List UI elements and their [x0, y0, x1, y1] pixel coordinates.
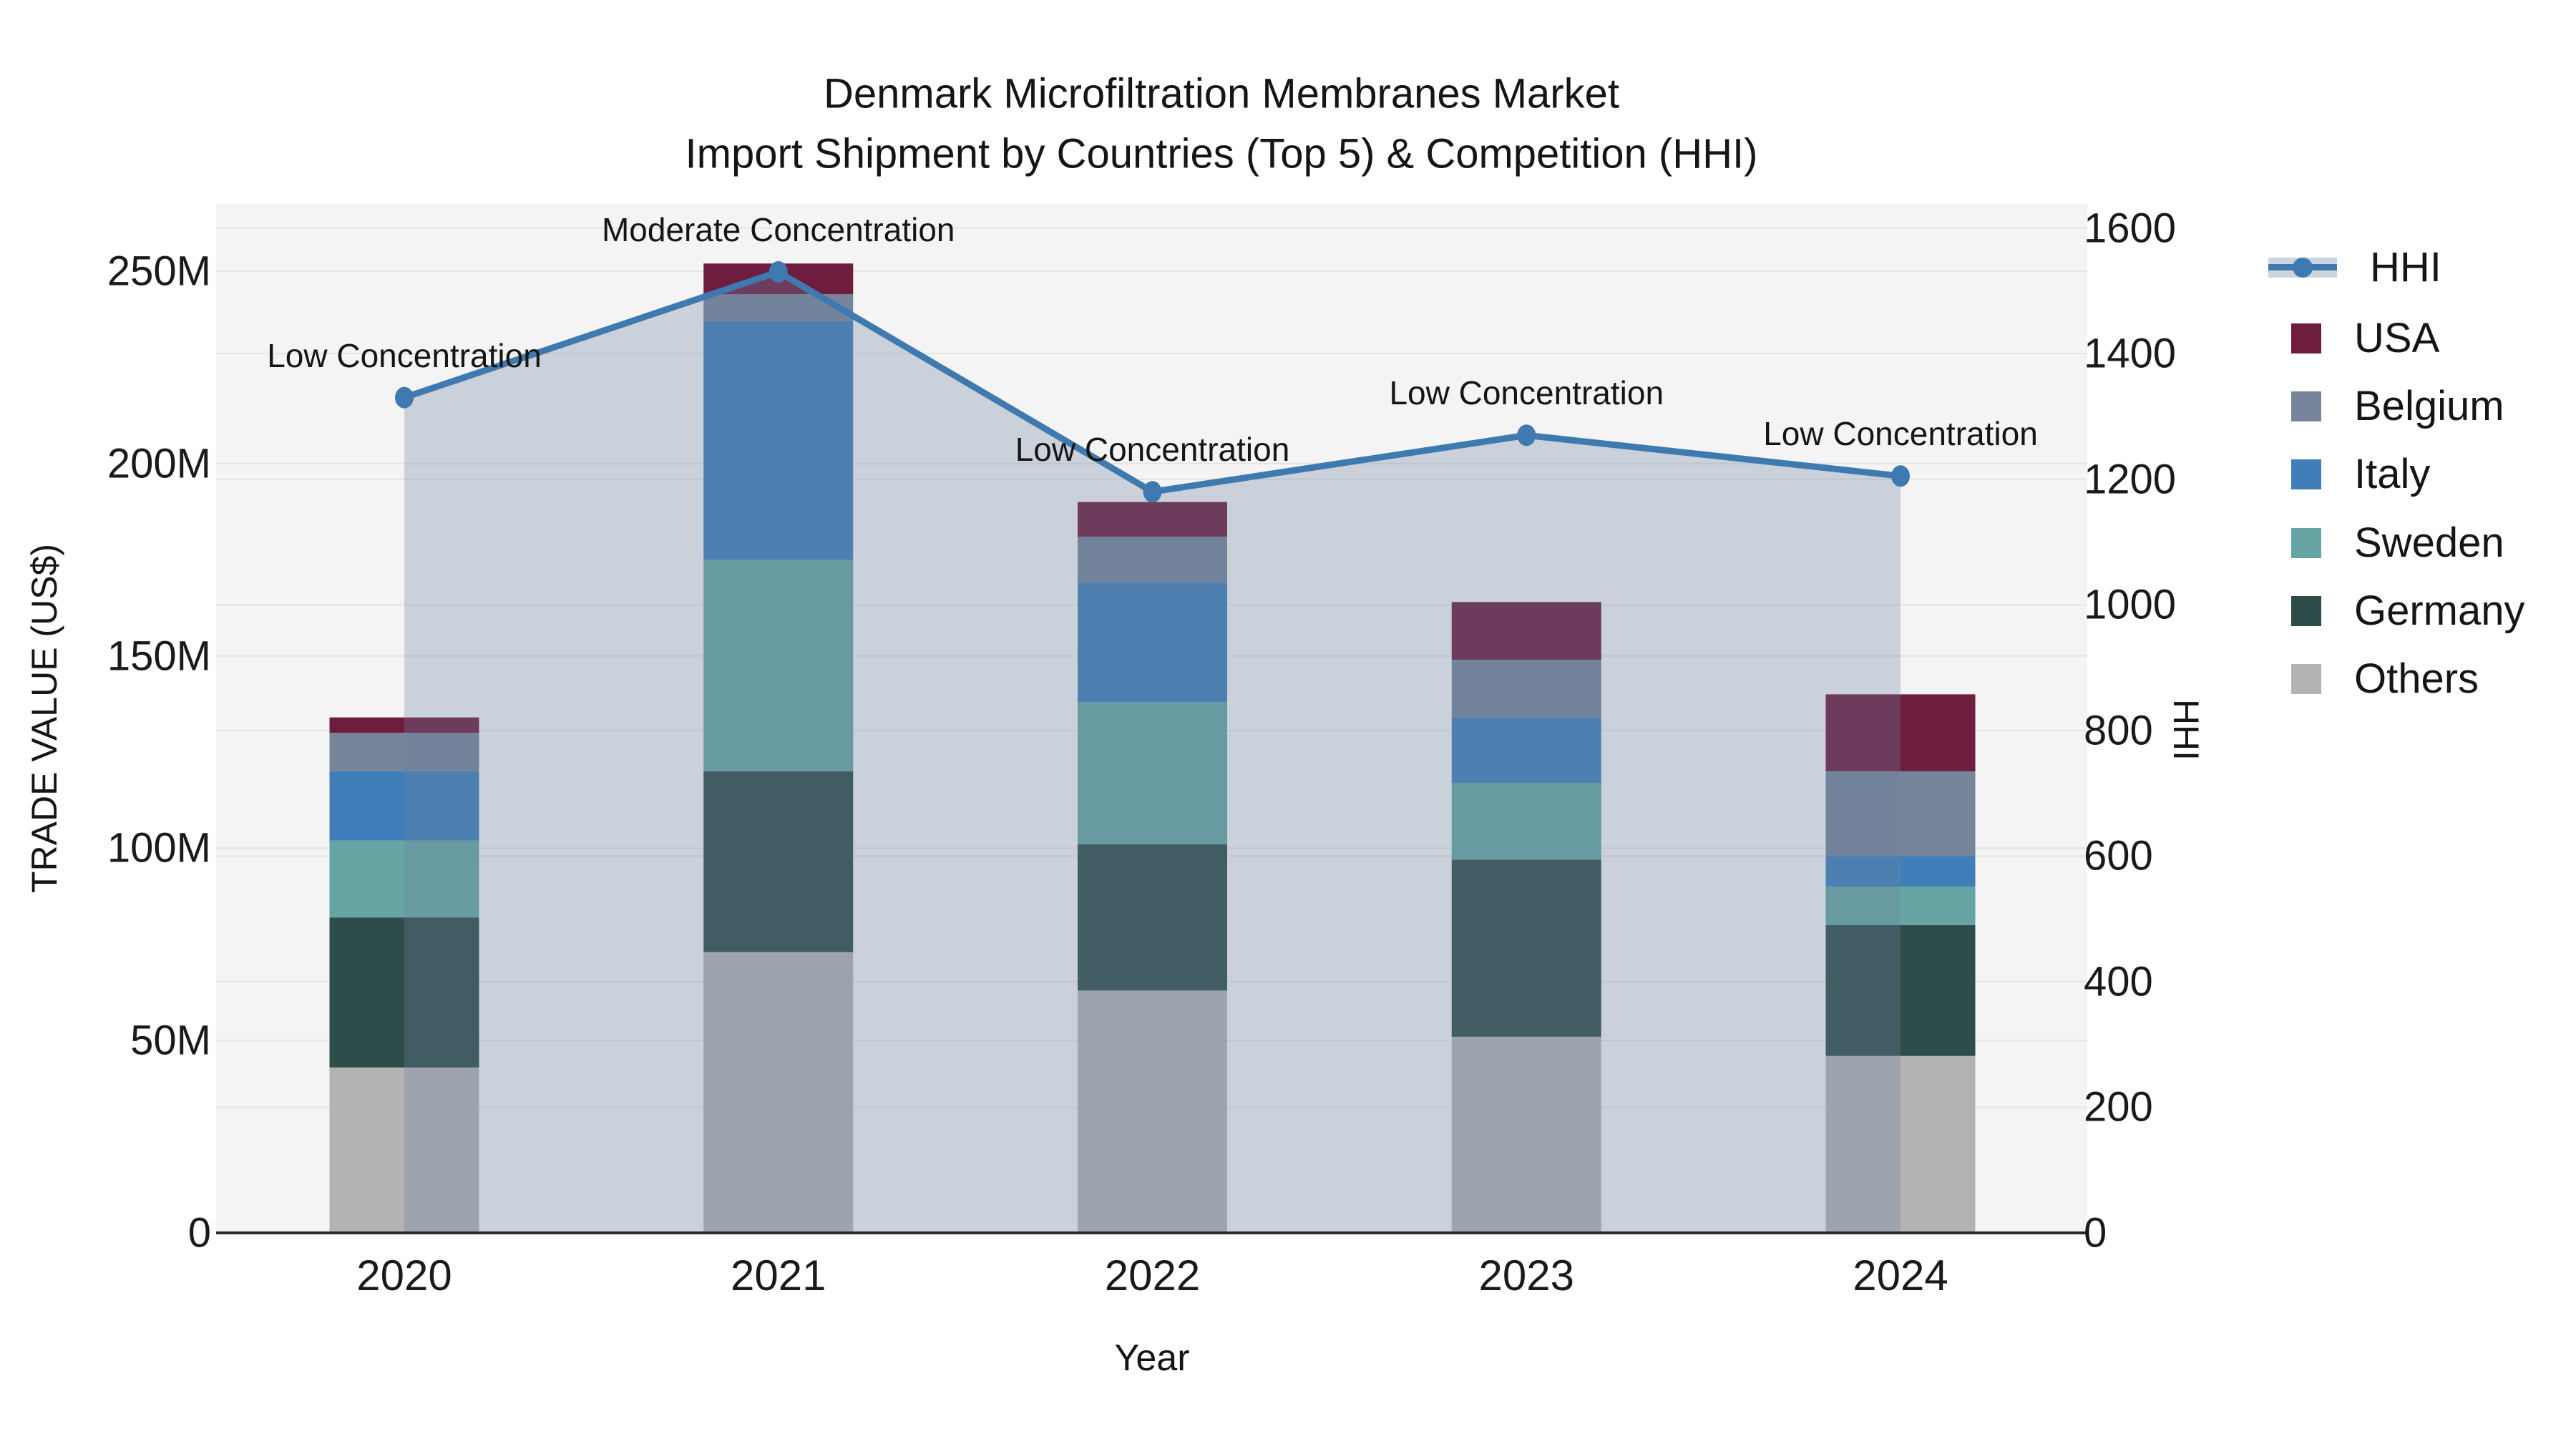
- bar-segment-2023-usa: [1451, 602, 1601, 660]
- legend-swatch-usa: [2291, 323, 2321, 353]
- bar-segment-2022-belgium: [1078, 536, 1227, 583]
- bar-segment-2020-sweden: [329, 840, 479, 918]
- right-tick-800: 800: [2084, 707, 2153, 754]
- left-axis-title: TRADE VALUE (US$): [24, 543, 64, 894]
- hhi-marker-2022: [1143, 481, 1162, 503]
- bar-segment-2023-italy: [1451, 717, 1601, 784]
- legend-item-sweden: Sweden: [2268, 519, 2504, 567]
- bar-segment-2022-sweden: [1078, 702, 1227, 845]
- bar-segment-2020-belgium: [329, 733, 479, 771]
- bar-segment-2024-italy: [1825, 856, 1976, 887]
- bar-segment-2023-belgium: [1451, 659, 1601, 718]
- hhi-marker-2021: [769, 261, 788, 283]
- right-tick-1000: 1000: [2084, 581, 2177, 628]
- legend-label-usa: USA: [2354, 315, 2440, 361]
- legend-label-italy: Italy: [2354, 451, 2431, 497]
- bar-segment-2021-others: [703, 952, 854, 1233]
- left-tick-150M: 150M: [107, 633, 211, 680]
- hhi-marker-2023: [1517, 424, 1536, 447]
- bar-segment-2024-usa: [1825, 694, 1976, 771]
- legend-item-hhi: HHI: [2268, 243, 2441, 291]
- x-tick-2021: 2021: [731, 1252, 826, 1299]
- bar-segment-2023-germany: [1451, 859, 1601, 1037]
- legend-swatch-others: [2291, 663, 2321, 694]
- x-tick-2020: 2020: [356, 1252, 452, 1299]
- right-tick-0: 0: [2084, 1209, 2107, 1257]
- right-tick-400: 400: [2084, 958, 2153, 1005]
- legend-label-sweden: Sweden: [2354, 519, 2504, 566]
- bar-segment-2020-italy: [329, 771, 479, 841]
- bar-segment-2021-italy: [703, 321, 854, 560]
- right-tick-600: 600: [2084, 832, 2153, 879]
- hhi-marker-2024: [1891, 465, 1910, 487]
- legend-swatch-sweden: [2291, 527, 2321, 558]
- bar-segment-2024-belgium: [1825, 771, 1976, 857]
- legend-item-usa: USA: [2268, 314, 2439, 362]
- bar-segment-2022-usa: [1078, 502, 1227, 537]
- chart-title-line-2: Import Shipment by Countries (Top 5) & C…: [685, 130, 1758, 177]
- right-axis-title: HHI: [2166, 698, 2206, 761]
- bar-segment-2021-sweden: [703, 560, 854, 771]
- bar-segment-2020-usa: [329, 717, 479, 733]
- bar-segment-2023-others: [1451, 1036, 1601, 1233]
- x-axis-title: Year: [1114, 1337, 1190, 1379]
- legend-item-italy: Italy: [2268, 450, 2430, 498]
- right-tick-200: 200: [2084, 1083, 2153, 1131]
- legend-swatch-germany: [2291, 595, 2321, 626]
- left-tick-0: 0: [187, 1209, 211, 1257]
- legend-swatch-italy: [2291, 459, 2321, 489]
- legend-item-others: Others: [2268, 655, 2479, 703]
- annotation-2021: Moderate Concentration: [601, 211, 955, 249]
- bar-segment-2022-others: [1078, 990, 1227, 1233]
- hhi-area-fill: [404, 272, 1901, 1234]
- bar-segment-2021-germany: [703, 771, 854, 952]
- bar-segment-2022-italy: [1078, 582, 1227, 703]
- hhi-marker-2020: [395, 386, 414, 409]
- bar-segment-2023-sweden: [1451, 783, 1601, 860]
- annotation-2023: Low Concentration: [1389, 374, 1664, 412]
- bar-segment-2020-germany: [329, 917, 479, 1068]
- bar-segment-2022-germany: [1078, 844, 1227, 991]
- legend-label-hhi: HHI: [2370, 244, 2441, 291]
- legend-label-others: Others: [2354, 655, 2479, 702]
- legend-label-germany: Germany: [2354, 587, 2525, 634]
- right-tick-1400: 1400: [2084, 330, 2177, 377]
- x-tick-2024: 2024: [1853, 1252, 1948, 1299]
- legend-item-belgium: Belgium: [2268, 382, 2504, 430]
- left-tick-100M: 100M: [107, 824, 211, 872]
- legend-item-germany: Germany: [2268, 587, 2525, 635]
- legend-hhi-line-icon: [2268, 257, 2337, 278]
- legend-hhi-marker-icon: [2293, 257, 2313, 278]
- left-tick-200M: 200M: [107, 440, 211, 487]
- left-tick-50M: 50M: [130, 1017, 211, 1064]
- bar-segment-2020-others: [329, 1067, 479, 1233]
- bar-segment-2024-germany: [1825, 924, 1976, 1056]
- right-tick-1600: 1600: [2084, 205, 2177, 252]
- annotation-2022: Low Concentration: [1015, 431, 1290, 469]
- right-tick-1200: 1200: [2084, 456, 2177, 503]
- left-tick-250M: 250M: [107, 248, 211, 295]
- legend-label-belgium: Belgium: [2354, 383, 2504, 429]
- chart-title-line-1: Denmark Microfiltration Membranes Market: [824, 70, 1619, 117]
- annotation-2020: Low Concentration: [267, 336, 542, 374]
- x-tick-2022: 2022: [1104, 1252, 1201, 1299]
- annotation-2024: Low Concentration: [1763, 415, 2038, 453]
- bar-segment-2024-others: [1825, 1055, 1976, 1233]
- x-tick-2023: 2023: [1478, 1252, 1574, 1299]
- bar-segment-2024-sweden: [1825, 887, 1976, 925]
- legend-swatch-belgium: [2291, 391, 2321, 421]
